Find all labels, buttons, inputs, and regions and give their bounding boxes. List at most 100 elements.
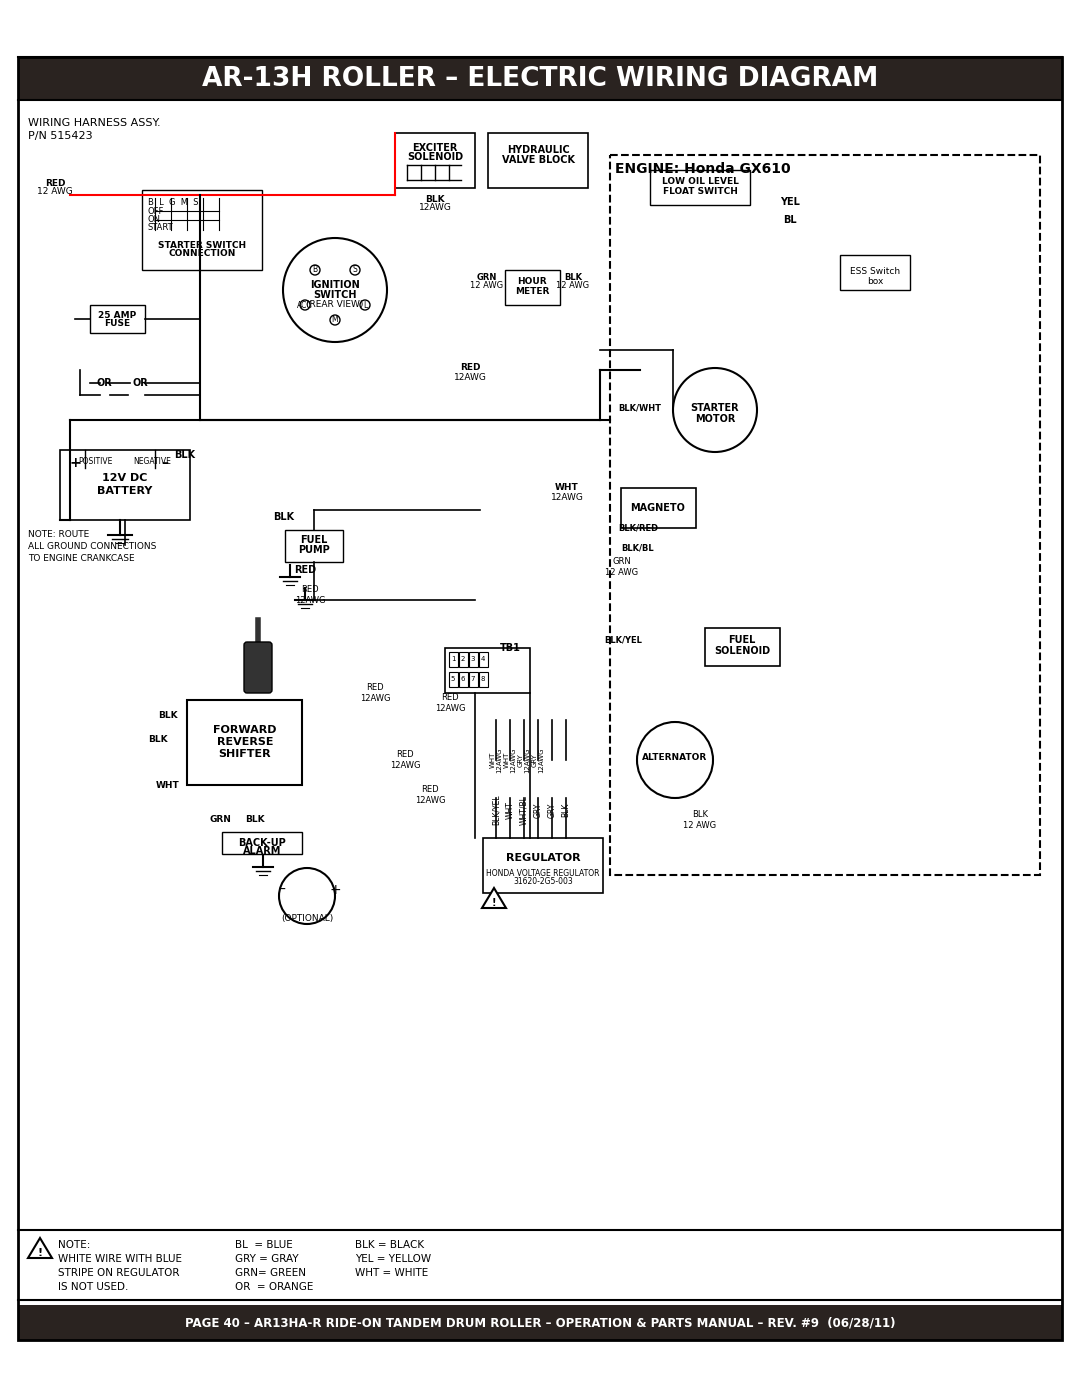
Text: L: L: [363, 300, 367, 310]
FancyBboxPatch shape: [483, 838, 603, 893]
Text: RED
12AWG: RED 12AWG: [360, 683, 390, 703]
Text: (REAR VIEW): (REAR VIEW): [307, 299, 364, 309]
Text: ENGINE: Honda GX610: ENGINE: Honda GX610: [615, 162, 791, 176]
Text: B: B: [312, 265, 318, 274]
Text: FUSE: FUSE: [104, 319, 130, 327]
Text: NEGATIVE: NEGATIVE: [133, 457, 171, 467]
Text: FORWARD: FORWARD: [213, 725, 276, 735]
Text: BLK/YEL: BLK/YEL: [604, 636, 642, 644]
Text: BLK: BLK: [158, 711, 178, 719]
FancyBboxPatch shape: [222, 833, 302, 854]
Text: FLOAT SWITCH: FLOAT SWITCH: [662, 187, 738, 197]
Text: STARTER SWITCH: STARTER SWITCH: [158, 240, 246, 250]
FancyBboxPatch shape: [285, 529, 343, 562]
Text: CONNECTION: CONNECTION: [168, 250, 235, 258]
Text: NOTE:
WHITE WIRE WITH BLUE
STRIPE ON REGULATOR
IS NOT USED.: NOTE: WHITE WIRE WITH BLUE STRIPE ON REG…: [58, 1241, 183, 1292]
Text: M: M: [332, 316, 338, 324]
Text: 1: 1: [450, 657, 456, 662]
Circle shape: [330, 314, 340, 326]
FancyBboxPatch shape: [621, 488, 696, 528]
Text: BACK-UP: BACK-UP: [238, 838, 286, 848]
FancyBboxPatch shape: [469, 672, 478, 687]
Text: 5: 5: [450, 676, 455, 682]
Text: –: –: [162, 455, 168, 469]
Text: BATTERY: BATTERY: [97, 486, 152, 496]
Text: ON: ON: [148, 215, 161, 224]
Text: S: S: [353, 265, 357, 274]
Text: RED
12AWG: RED 12AWG: [390, 750, 420, 770]
Text: ALARM: ALARM: [243, 847, 281, 856]
Text: MAGNETO: MAGNETO: [631, 503, 686, 513]
Text: box: box: [867, 278, 883, 286]
Text: 12AWG: 12AWG: [551, 493, 583, 502]
Text: WIRING HARNESS ASSY.
P/N 515423: WIRING HARNESS ASSY. P/N 515423: [28, 117, 161, 141]
Circle shape: [279, 868, 335, 923]
Text: WHT
12AWG: WHT 12AWG: [503, 747, 516, 773]
FancyBboxPatch shape: [90, 305, 145, 332]
Circle shape: [310, 265, 320, 275]
FancyBboxPatch shape: [488, 133, 588, 189]
Text: ALTERNATOR: ALTERNATOR: [643, 753, 707, 763]
Circle shape: [350, 265, 360, 275]
Text: –: –: [279, 883, 285, 897]
Text: RED
12AWG: RED 12AWG: [415, 785, 445, 805]
Text: BLK: BLK: [175, 450, 195, 460]
Text: GRY
12AWG: GRY 12AWG: [531, 747, 544, 773]
FancyBboxPatch shape: [480, 652, 488, 666]
Polygon shape: [482, 888, 507, 908]
Text: BLK/BL: BLK/BL: [622, 543, 654, 552]
FancyBboxPatch shape: [141, 190, 262, 270]
Text: SOLENOID: SOLENOID: [714, 645, 770, 657]
Text: !: !: [491, 898, 496, 908]
Text: 12 AWG: 12 AWG: [471, 282, 503, 291]
Text: BLK: BLK: [426, 196, 445, 204]
Text: !: !: [38, 1248, 42, 1259]
Text: SOLENOID: SOLENOID: [407, 152, 463, 162]
Text: GRY: GRY: [534, 802, 542, 817]
Text: FUEL: FUEL: [300, 535, 327, 545]
Text: WHT
12AWG: WHT 12AWG: [489, 747, 502, 773]
Text: RED
12AWG: RED 12AWG: [295, 585, 325, 605]
Text: PAGE 40 – AR13HA-R RIDE-ON TANDEM DRUM ROLLER – OPERATION & PARTS MANUAL – REV. : PAGE 40 – AR13HA-R RIDE-ON TANDEM DRUM R…: [185, 1316, 895, 1329]
Text: MOTOR: MOTOR: [694, 414, 735, 425]
Text: 6: 6: [461, 676, 465, 682]
Circle shape: [300, 300, 310, 310]
FancyBboxPatch shape: [705, 629, 780, 666]
Text: YEL: YEL: [780, 197, 800, 207]
Text: OR: OR: [132, 379, 148, 388]
Text: ESS Switch: ESS Switch: [850, 267, 900, 277]
Text: 12AWG: 12AWG: [454, 373, 486, 381]
FancyBboxPatch shape: [449, 672, 458, 687]
Text: METER: METER: [515, 286, 550, 296]
Text: FUEL: FUEL: [728, 636, 756, 645]
Text: WHT: WHT: [505, 800, 514, 819]
Text: RED: RED: [460, 363, 481, 373]
Text: BLK: BLK: [562, 803, 570, 817]
Text: HONDA VOLTAGE REGULATOR: HONDA VOLTAGE REGULATOR: [486, 869, 599, 877]
Text: BLK: BLK: [273, 511, 295, 522]
Text: RED: RED: [294, 564, 316, 576]
Text: 4: 4: [481, 657, 485, 662]
Text: VALVE BLOCK: VALVE BLOCK: [501, 155, 575, 165]
Text: 12 AWG: 12 AWG: [37, 187, 72, 196]
Text: BLK/YEL: BLK/YEL: [491, 795, 500, 826]
Text: (OPTIONAL): (OPTIONAL): [281, 914, 333, 922]
Circle shape: [673, 367, 757, 453]
Text: OFF: OFF: [148, 207, 164, 217]
Text: BL  = BLUE
GRY = GRAY
GRN= GREEN
OR  = ORANGE: BL = BLUE GRY = GRAY GRN= GREEN OR = ORA…: [235, 1241, 313, 1292]
Text: BLK: BLK: [148, 735, 167, 745]
Text: GRY: GRY: [548, 802, 556, 817]
FancyBboxPatch shape: [60, 450, 190, 520]
Text: IGNITION: IGNITION: [310, 279, 360, 291]
FancyBboxPatch shape: [840, 256, 910, 291]
Circle shape: [283, 237, 387, 342]
Text: START: START: [148, 224, 174, 232]
Text: HOUR: HOUR: [517, 278, 546, 286]
Text: WHT: WHT: [157, 781, 180, 789]
Text: 12AWG: 12AWG: [419, 204, 451, 212]
FancyBboxPatch shape: [187, 700, 302, 785]
FancyBboxPatch shape: [244, 643, 272, 693]
Text: AR-13H ROLLER – ELECTRIC WIRING DIAGRAM: AR-13H ROLLER – ELECTRIC WIRING DIAGRAM: [202, 66, 878, 91]
Text: B  L  G  M  S: B L G M S: [148, 198, 199, 207]
Text: OR: OR: [96, 379, 112, 388]
